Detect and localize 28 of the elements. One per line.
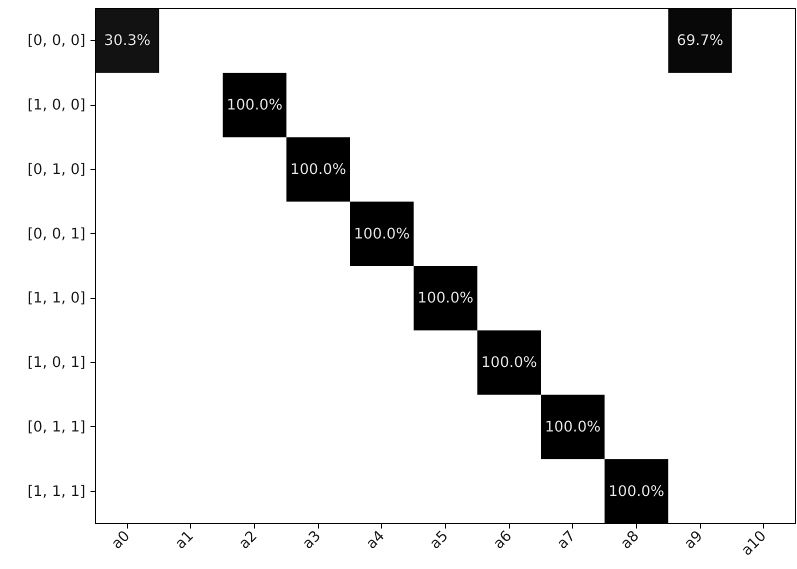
- y-tick-label: [1, 1, 1]: [27, 482, 86, 500]
- data-label: 100.0%: [226, 96, 283, 114]
- y-tick-label: [0, 0, 0]: [27, 32, 86, 50]
- x-tick-label: a8: [617, 527, 642, 552]
- x-tick-label: a5: [426, 527, 452, 552]
- data-label: 100.0%: [544, 418, 601, 436]
- x-tick-label: a2: [236, 527, 261, 552]
- x-tick-label: a7: [554, 527, 579, 552]
- data-label: 100.0%: [418, 290, 474, 307]
- data-label: 69.7%: [676, 32, 724, 50]
- y-tick-label: [1, 1, 0]: [27, 290, 86, 307]
- data-label: 100.0%: [354, 225, 410, 242]
- y-tick-label: [0, 1, 0]: [27, 160, 86, 178]
- data-label: 100.0%: [481, 354, 538, 372]
- x-tick-label: a9: [681, 527, 706, 552]
- y-tick-label: [1, 0, 0]: [27, 96, 86, 114]
- x-tick-label: a4: [362, 527, 388, 552]
- data-label: 100.0%: [290, 160, 346, 178]
- y-tick-label: [0, 0, 1]: [27, 225, 86, 242]
- data-label: 100.0%: [608, 482, 664, 500]
- x-tick-label: a0: [108, 527, 134, 552]
- x-tick-label: a1: [172, 527, 197, 552]
- x-tick-label: a10: [738, 527, 770, 560]
- x-tick-label: a6: [490, 527, 516, 552]
- y-tick-label: [0, 1, 1]: [27, 418, 86, 436]
- x-tick-label: a3: [299, 527, 324, 552]
- data-label: 30.3%: [104, 32, 151, 50]
- y-tick-label: [1, 0, 1]: [27, 354, 86, 372]
